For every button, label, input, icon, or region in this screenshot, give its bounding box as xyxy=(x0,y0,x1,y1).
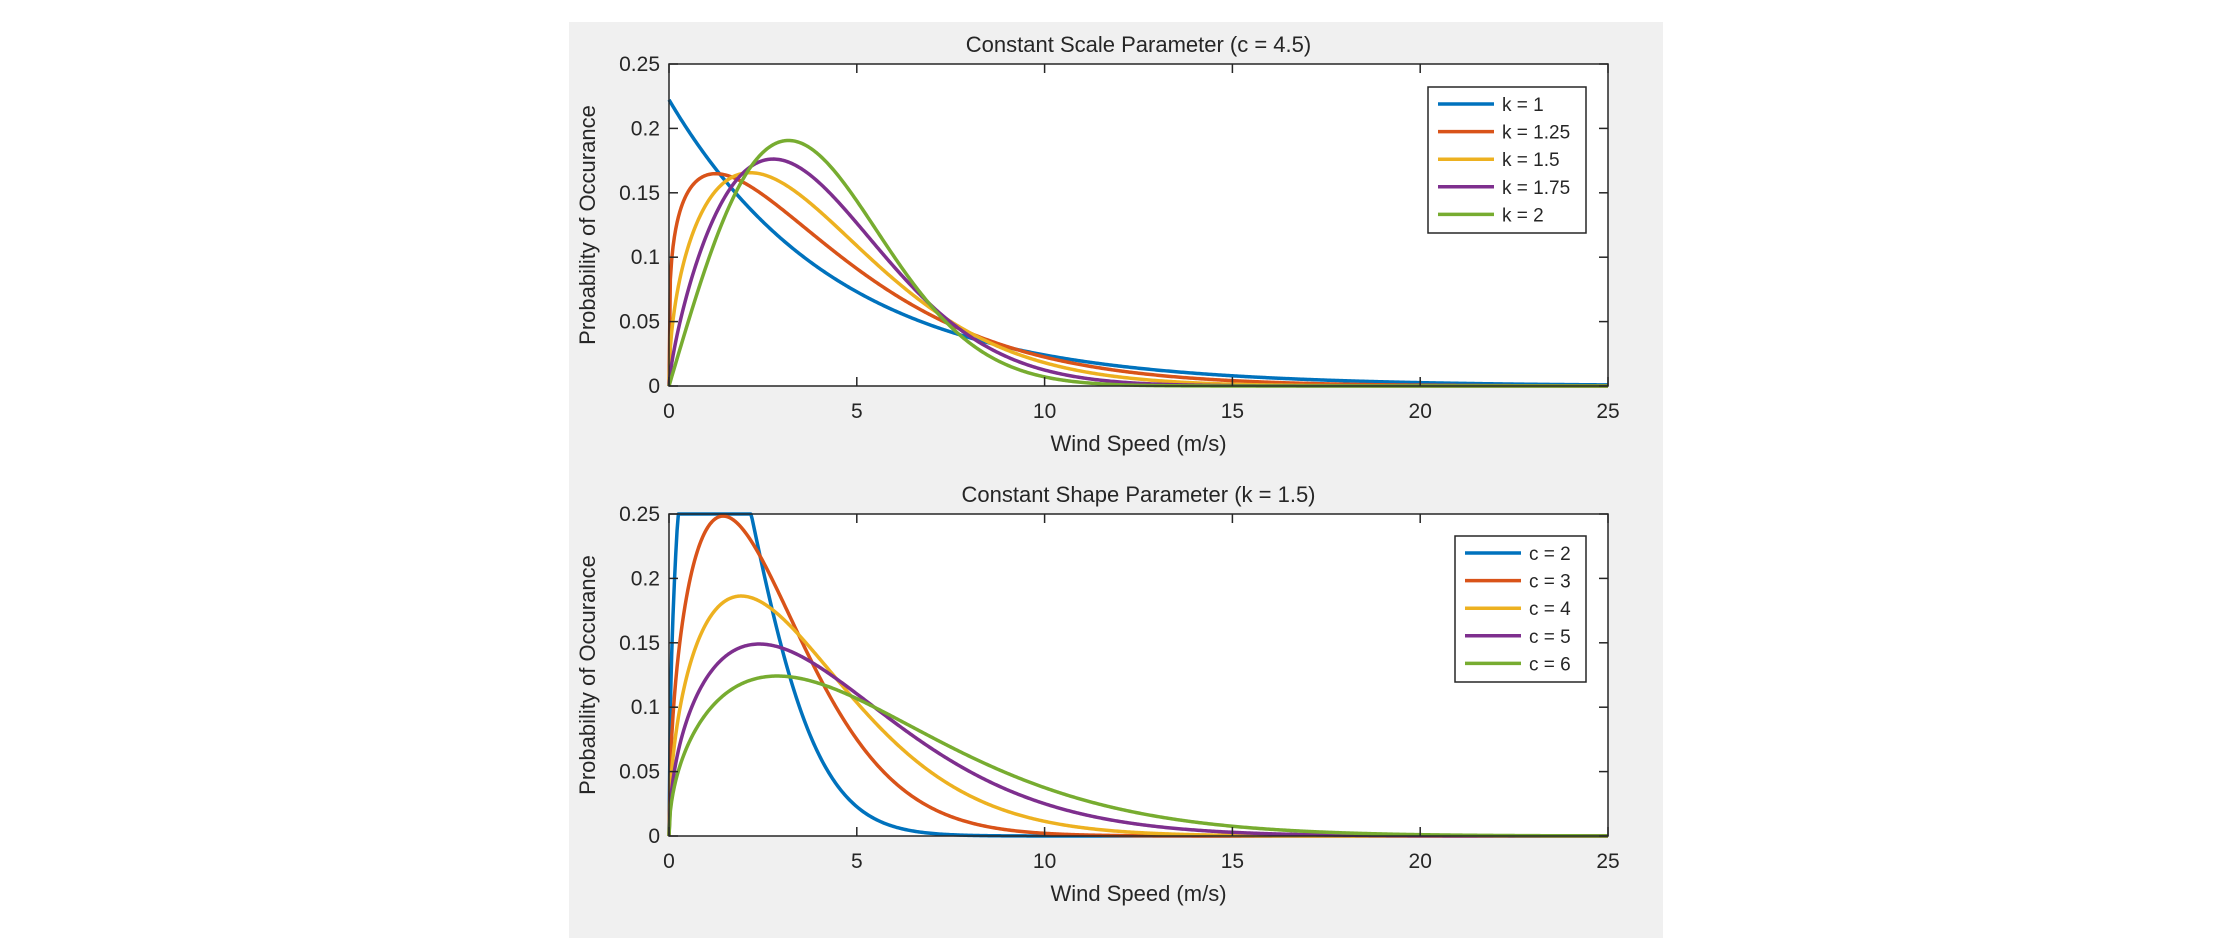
ticks-layer: 0 5 10 15 20 25 0 0.05 0.1 0.15 0.2 0.25 xyxy=(619,53,1620,423)
legend: c = 2 c = 3 c = 4 c = 5 c = 6 xyxy=(1454,535,1587,683)
x-tick-label: 5 xyxy=(851,850,863,873)
legend-label-4: c = 5 xyxy=(1529,627,1571,648)
series-line-1 xyxy=(667,98,1609,387)
axes-box xyxy=(668,513,1609,837)
y-tick-label: 0.2 xyxy=(631,117,660,140)
legend-label-2: k = 1.25 xyxy=(1502,123,1570,144)
x-tick-label: 10 xyxy=(1033,400,1056,423)
legend-label-5: k = 2 xyxy=(1502,205,1544,226)
y-tick-label: 0.1 xyxy=(631,246,660,269)
ticks-layer: 0 5 10 15 20 25 0 0.05 0.1 0.15 0.2 0.25 xyxy=(619,503,1620,873)
bottom-subplot: 0 5 10 15 20 25 0 0.05 0.1 0.15 0.2 0.25 Constant S… xyxy=(575,482,1620,906)
axes-box xyxy=(668,63,1609,387)
legend: k = 1 k = 1.25 k = 1.5 k = 1.75 k = 2 xyxy=(1427,86,1587,234)
chart-title: Constant Scale Parameter (c = 4.5) xyxy=(966,32,1311,57)
y-tick-label: 0.1 xyxy=(631,696,660,719)
legend-label-5: c = 6 xyxy=(1529,654,1571,675)
y-tick-label: 0.05 xyxy=(619,311,660,334)
y-axis-label: Probability of Occurance xyxy=(575,105,600,345)
x-tick-label: 0 xyxy=(663,400,675,423)
x-tick-label: 20 xyxy=(1409,400,1432,423)
legend-label-3: c = 4 xyxy=(1529,599,1571,620)
y-tick-label: 0 xyxy=(648,375,660,398)
x-tick-label: 15 xyxy=(1221,400,1244,423)
x-tick-label: 0 xyxy=(663,850,675,873)
series-line-5 xyxy=(667,674,1609,838)
legend-label-1: c = 2 xyxy=(1529,544,1571,565)
y-tick-label: 0 xyxy=(648,825,660,848)
x-tick-label: 25 xyxy=(1596,400,1619,423)
legend-label-4: k = 1.75 xyxy=(1502,178,1570,199)
legend-label-3: k = 1.5 xyxy=(1502,150,1560,171)
x-tick-label: 15 xyxy=(1221,850,1244,873)
y-tick-label: 0.05 xyxy=(619,761,660,784)
x-tick-label: 10 xyxy=(1033,850,1056,873)
x-tick-label: 25 xyxy=(1596,850,1619,873)
x-tick-label: 20 xyxy=(1409,850,1432,873)
x-axis-label: Wind Speed (m/s) xyxy=(1050,431,1226,456)
plot-area xyxy=(669,514,1608,836)
x-axis-label: Wind Speed (m/s) xyxy=(1050,881,1226,906)
legend-label-1: k = 1 xyxy=(1502,95,1544,116)
x-tick-label: 5 xyxy=(851,400,863,423)
y-tick-label: 0.25 xyxy=(619,53,660,76)
y-tick-label: 0.2 xyxy=(631,567,660,590)
top-subplot: 0 5 10 15 20 25 0 0.05 0.1 0.15 0.2 0.25 Constant S… xyxy=(575,32,1620,456)
legend-label-2: c = 3 xyxy=(1529,572,1571,593)
y-tick-label: 0.15 xyxy=(619,182,660,205)
y-tick-label: 0.15 xyxy=(619,632,660,655)
chart-title: Constant Shape Parameter (k = 1.5) xyxy=(961,482,1315,507)
y-tick-label: 0.25 xyxy=(619,503,660,526)
y-axis-label: Probability of Occurance xyxy=(575,555,600,795)
